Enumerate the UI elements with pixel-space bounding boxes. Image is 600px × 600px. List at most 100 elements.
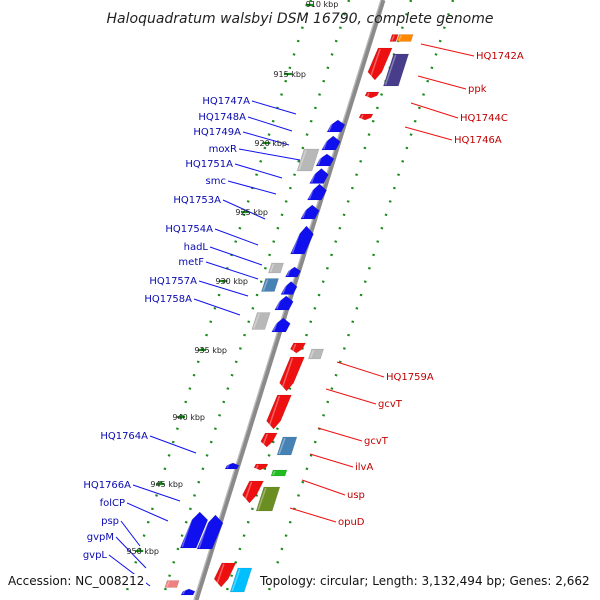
gene-gcvt-3-shade xyxy=(262,433,268,447)
leader-left-0 xyxy=(251,100,297,115)
gene-ppk xyxy=(382,53,410,87)
gene-hq1758a-gray-shade xyxy=(253,313,260,329)
gene-label-hq1742a: HQ1742A xyxy=(476,51,524,62)
dotted-track-4 xyxy=(264,0,455,600)
leader-left-12 xyxy=(149,435,197,454)
tick-label-940: 940 kbp xyxy=(172,413,205,422)
gene-label-usp: usp xyxy=(347,490,365,501)
gene-usp-red-shade xyxy=(243,481,253,503)
gene-foldcp xyxy=(196,514,224,550)
gene-gvpl xyxy=(164,580,180,588)
gene-smc xyxy=(309,168,329,184)
gene-label-hq1749a: HQ1749A xyxy=(193,127,241,138)
gene-label-hq1754a: HQ1754A xyxy=(165,224,213,235)
gene-hq1759a-shade xyxy=(309,349,315,359)
gene-hq1758a-gray xyxy=(251,312,271,330)
gene-hq1759a xyxy=(307,348,325,360)
gene-hq1757a-shade xyxy=(262,279,269,291)
gene-label-hq1764a: HQ1764A xyxy=(100,431,148,442)
gene-label-gvpl: gvpL xyxy=(83,550,108,561)
gene-label-opud: opuD xyxy=(338,517,365,528)
leader-right-9 xyxy=(289,507,337,523)
gene-moxr-shade xyxy=(298,149,307,171)
gene-hq1749a-shade xyxy=(317,154,323,166)
gene-gcvt-2 xyxy=(266,394,292,430)
gene-smc-shade xyxy=(310,169,318,183)
label-leader-lines xyxy=(108,43,475,587)
gene-hq1742a-shade xyxy=(398,35,402,41)
leader-right-5 xyxy=(325,388,377,405)
gene-gcvt-2-shade xyxy=(267,395,281,429)
gene-hadl xyxy=(267,262,285,274)
gene-hq1742a-small-shade xyxy=(391,35,395,41)
gene-hq1757a xyxy=(261,278,279,292)
leader-left-3 xyxy=(238,148,301,161)
gene-gcvt-1-shade xyxy=(280,357,294,391)
tick-label-925: 925 kbp xyxy=(235,208,268,217)
tick-label-915: 915 kbp xyxy=(273,70,306,79)
leader-right-3 xyxy=(404,126,453,141)
gene-label-hq1758a: HQ1758A xyxy=(144,294,192,305)
gene-hq1751a-shade xyxy=(308,184,316,200)
gene-label-hq1746a: HQ1746A xyxy=(454,135,502,146)
gene-hq1747a-shade xyxy=(328,120,334,132)
gene-hq1758a-b-shade xyxy=(273,318,279,332)
gene-gvpl-shade xyxy=(166,581,170,587)
gene-label-hq1753a: HQ1753A xyxy=(173,195,221,206)
gene-hq1744c xyxy=(364,91,380,99)
gene-label-ppk: ppk xyxy=(468,84,487,95)
gene-label-gcvt-1: gcvT xyxy=(378,399,403,410)
gene-metf-shade xyxy=(286,267,292,277)
gene-hq1764a-shade xyxy=(226,463,230,469)
gene-hq1753a-shade xyxy=(302,205,308,219)
tick-label-935: 935 kbp xyxy=(194,346,227,355)
leader-left-16 xyxy=(115,536,147,569)
gene-hq1764a xyxy=(224,462,240,470)
gene-label-ilva: ilvA xyxy=(355,462,373,473)
gene-hq1742a-small xyxy=(389,34,399,42)
gene-gcvt-blue-shade xyxy=(278,437,286,455)
leader-left-14 xyxy=(126,502,169,522)
gene-ilva-shade xyxy=(255,464,259,470)
gene-ppk-shade xyxy=(384,54,397,86)
gene-label-moxr: moxR xyxy=(209,144,237,155)
leader-right-7 xyxy=(309,453,354,468)
gene-hq1766a xyxy=(179,511,209,549)
leader-right-2 xyxy=(410,102,459,119)
tick-label-930: 930 kbp xyxy=(215,277,248,286)
leader-left-1 xyxy=(247,116,293,132)
gene-hq1758a-b xyxy=(271,317,291,333)
leader-left-8 xyxy=(209,246,263,266)
gene-hq1754a xyxy=(290,225,314,255)
gene-label-hadl: hadL xyxy=(184,242,209,253)
gene-usp-shade xyxy=(272,470,276,476)
gene-hadl-shade xyxy=(269,263,275,273)
gene-gcvt-1 xyxy=(279,356,305,392)
gene-hq1742a xyxy=(396,34,414,42)
gene-ppk-red xyxy=(367,47,393,81)
leader-right-4 xyxy=(336,361,385,378)
gene-label-hq1748a: HQ1748A xyxy=(198,112,246,123)
tick-label-920: 920 kbp xyxy=(254,139,287,148)
gene-hq1758a-shade xyxy=(276,296,282,310)
leader-left-13 xyxy=(132,484,181,502)
gene-hq1754a-shade xyxy=(291,226,303,254)
gene-hq1751a xyxy=(306,183,327,201)
gene-hq1748a xyxy=(321,135,341,151)
gene-foldcp-shade xyxy=(198,515,211,549)
gene-hq1744c-shade xyxy=(366,92,370,98)
leader-left-4 xyxy=(234,163,283,179)
gene-ppk-red-shade xyxy=(369,48,381,80)
gene-label-metf: metF xyxy=(178,257,204,268)
gene-usp-red xyxy=(242,480,265,504)
gene-label-folcp: folCP xyxy=(100,498,125,509)
leader-right-0 xyxy=(420,43,475,57)
gene-moxr xyxy=(296,148,320,172)
map-title: Haloquadratum walsbyi DSM 16790, complet… xyxy=(107,11,494,27)
leader-left-2 xyxy=(242,131,290,146)
leader-left-5 xyxy=(227,180,277,195)
gene-label-hq1759a: HQ1759A xyxy=(386,372,434,383)
gene-lower-cyan-shade xyxy=(231,568,241,592)
gene-usp xyxy=(270,469,288,477)
